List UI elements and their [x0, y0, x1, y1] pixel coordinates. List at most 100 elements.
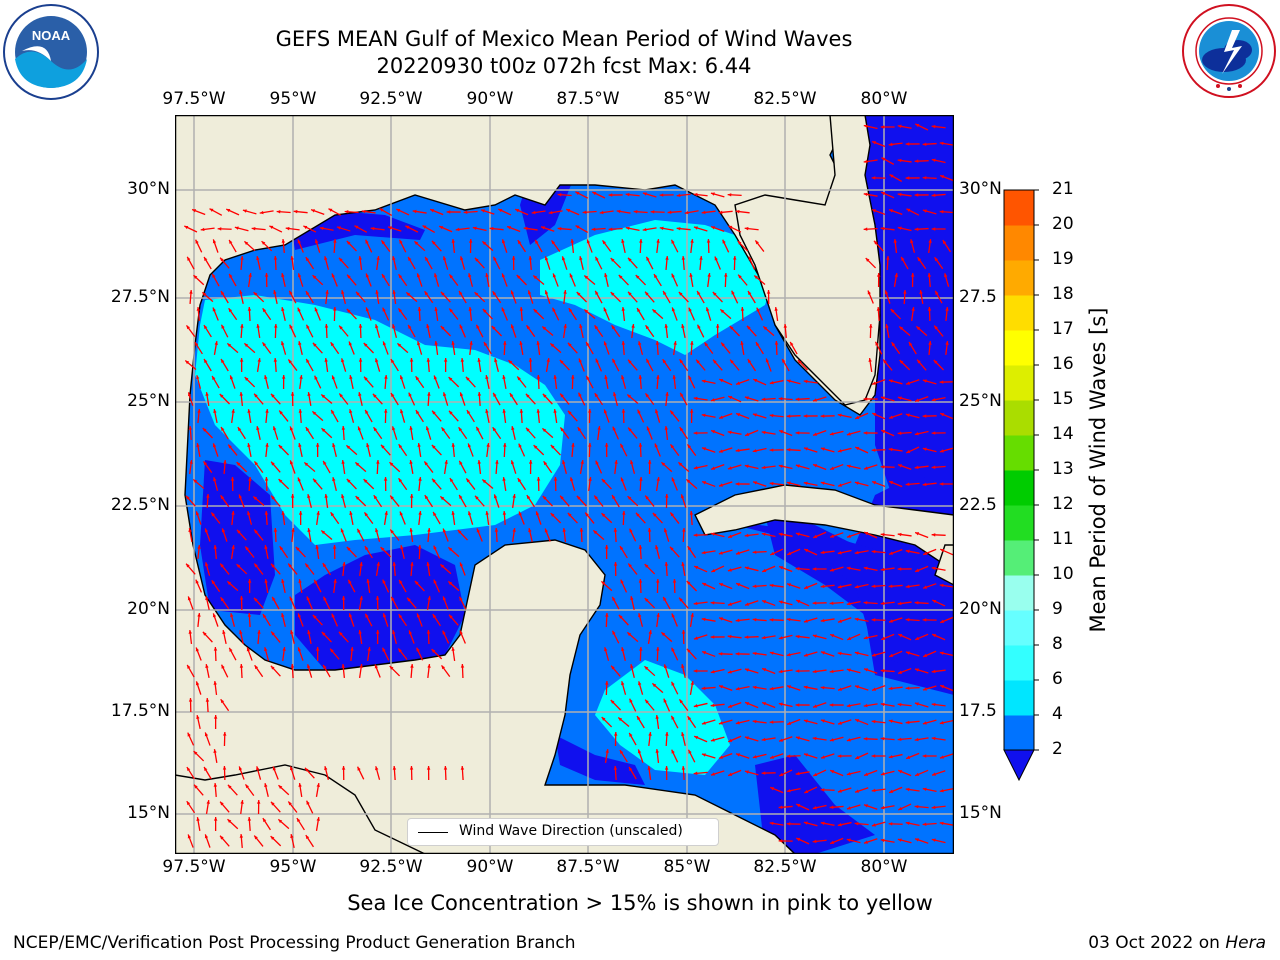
wave-direction-arrow — [200, 227, 215, 232]
wave-direction-arrow — [888, 584, 903, 588]
wave-direction-arrow — [922, 754, 937, 758]
wave-direction-arrow — [375, 561, 380, 577]
wave-direction-arrow — [432, 613, 442, 627]
wave-direction-arrow — [273, 527, 278, 543]
wave-direction-arrow — [603, 341, 610, 355]
wave-direction-arrow — [922, 685, 937, 691]
wave-direction-arrow — [205, 799, 210, 815]
wave-direction-arrow — [690, 340, 694, 356]
wave-direction-arrow — [398, 443, 408, 457]
wave-direction-arrow — [354, 225, 368, 233]
wave-direction-arrow — [939, 583, 954, 588]
map-subtitle: 20220930 t00z 072h fcst Max: 6.44 — [376, 54, 752, 78]
wave-direction-arrow — [185, 324, 196, 338]
wave-direction-arrow — [196, 816, 201, 832]
wave-direction-arrow — [298, 578, 303, 594]
noaa-logo-text: NOAA — [32, 28, 71, 43]
footer-host: Hera — [1225, 933, 1266, 953]
wave-direction-arrow — [874, 341, 883, 355]
wave-direction-arrow — [188, 697, 193, 713]
wave-direction-arrow — [364, 409, 373, 423]
wave-direction-arrow — [228, 239, 237, 253]
wave-direction-arrow — [871, 176, 886, 180]
wave-direction-arrow — [650, 210, 665, 214]
wave-direction-arrow — [676, 193, 691, 198]
wave-direction-arrow — [273, 357, 278, 373]
wave-direction-arrow — [438, 225, 453, 233]
wave-direction-arrow — [290, 391, 295, 407]
wave-direction-arrow — [740, 340, 745, 356]
wave-direction-arrow — [256, 256, 261, 270]
wave-direction-arrow — [880, 429, 895, 437]
wave-direction-arrow — [770, 548, 784, 556]
wave-direction-arrow — [744, 600, 759, 606]
wave-direction-arrow — [219, 563, 230, 575]
wave-direction-arrow — [635, 274, 647, 286]
wave-direction-arrow — [803, 719, 818, 725]
wave-direction-arrow — [618, 274, 629, 286]
wave-direction-arrow — [701, 582, 716, 590]
wave-direction-arrow — [319, 226, 334, 231]
wave-direction-arrow — [905, 752, 920, 760]
wave-direction-arrow — [262, 817, 271, 831]
wave-direction-arrow — [680, 494, 687, 508]
wave-direction-arrow — [778, 600, 793, 606]
wave-direction-arrow — [701, 413, 716, 418]
wave-direction-arrow — [451, 646, 456, 662]
wave-direction-arrow — [803, 651, 818, 657]
wave-direction-arrow — [571, 374, 575, 390]
wave-direction-arrow — [728, 225, 742, 233]
wave-direction-arrow — [931, 736, 946, 741]
wave-direction-arrow — [638, 374, 643, 390]
wave-direction-arrow — [939, 141, 954, 146]
wave-direction-arrow — [893, 272, 898, 288]
wave-direction-arrow — [535, 511, 542, 525]
wave-direction-arrow — [305, 358, 314, 372]
wave-direction-arrow — [934, 256, 944, 270]
wave-direction-arrow — [415, 409, 424, 423]
wave-direction-arrow — [341, 765, 346, 781]
wave-direction-arrow — [625, 226, 640, 231]
wave-direction-arrow — [297, 239, 304, 253]
wave-direction-arrow — [905, 142, 920, 146]
wave-direction-arrow — [727, 702, 742, 708]
wave-direction-arrow — [871, 754, 886, 758]
wave-direction-arrow — [373, 494, 383, 508]
wave-direction-arrow — [195, 239, 203, 253]
wave-direction-arrow — [443, 765, 448, 781]
wave-direction-arrow — [553, 476, 558, 492]
wave-direction-arrow — [213, 680, 218, 696]
wave-direction-arrow — [391, 426, 398, 440]
wave-direction-arrow — [333, 578, 337, 594]
colorbar-label: Mean Period of Wind Waves [s] — [1086, 307, 1110, 633]
wave-direction-arrow — [846, 633, 861, 641]
wave-direction-arrow — [583, 274, 596, 286]
wave-direction-arrow — [778, 702, 793, 708]
wave-direction-arrow — [358, 323, 363, 339]
wave-direction-arrow — [399, 511, 406, 525]
wave-direction-arrow — [761, 701, 776, 709]
wave-direction-arrow — [820, 550, 835, 555]
wave-direction-arrow — [289, 426, 296, 440]
wave-direction-arrow — [604, 647, 610, 661]
wave-direction-arrow — [220, 290, 229, 304]
wave-direction-arrow — [186, 800, 196, 814]
wave-direction-arrow — [220, 324, 229, 338]
wave-direction-arrow — [222, 765, 227, 781]
wave-direction-arrow — [341, 459, 346, 475]
wave-direction-arrow — [744, 226, 759, 231]
wave-direction-arrow — [533, 444, 545, 456]
colorbar-tick-label: 2 — [1052, 739, 1063, 759]
wave-direction-arrow — [693, 735, 708, 743]
wave-direction-arrow — [689, 510, 694, 526]
wave-direction-arrow — [288, 290, 297, 304]
wave-direction-arrow — [922, 650, 937, 658]
wave-direction-arrow — [398, 273, 408, 287]
wave-direction-arrow — [517, 239, 527, 253]
wave-direction-arrow — [871, 140, 886, 148]
wave-direction-arrow — [880, 226, 895, 231]
wave-direction-arrow — [389, 529, 400, 541]
lat-lon-grid — [175, 115, 954, 854]
colorbar-band — [1004, 505, 1034, 541]
wave-direction-arrow — [526, 494, 535, 508]
